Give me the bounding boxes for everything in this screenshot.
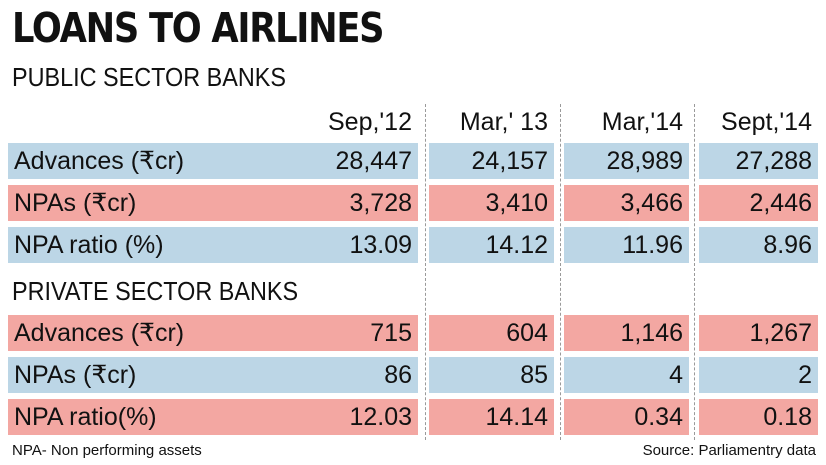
section-title-public: PUBLIC SECTOR BANKS bbox=[12, 62, 286, 92]
footnote: NPA- Non performing assets bbox=[12, 442, 202, 459]
table-row: Advances (₹cr) 28,447 24,157 28,989 27,2… bbox=[8, 143, 818, 179]
table-cell: 3,728 bbox=[300, 185, 418, 221]
table-row: NPAs (₹cr) 86 85 4 2 bbox=[8, 357, 818, 393]
table-cell: 604 bbox=[429, 315, 554, 351]
table-cell: 715 bbox=[300, 315, 418, 351]
table-cell: 3,410 bbox=[429, 185, 554, 221]
column-separator bbox=[425, 104, 426, 440]
row-label: NPA ratio(%) bbox=[8, 399, 304, 435]
column-separator bbox=[694, 104, 695, 440]
table-cell: 4 bbox=[564, 357, 689, 393]
table-cell: 27,288 bbox=[699, 143, 818, 179]
row-label: NPA ratio (%) bbox=[8, 227, 304, 263]
table-cell: 11.96 bbox=[564, 227, 689, 263]
table-cell: 12.03 bbox=[300, 399, 418, 435]
table-cell: 2,446 bbox=[699, 185, 818, 221]
table-cell: 14.14 bbox=[429, 399, 554, 435]
row-label: Advances (₹cr) bbox=[8, 143, 304, 179]
table-cell: 0.34 bbox=[564, 399, 689, 435]
chart-title: LOANS TO AIRLINES bbox=[12, 4, 385, 52]
column-header-row: Sep,'12 Mar,' 13 Mar,'14 Sept,'14 bbox=[8, 104, 818, 140]
table-cell: 28,447 bbox=[300, 143, 418, 179]
table-cell: 2 bbox=[699, 357, 818, 393]
table-cell: 1,146 bbox=[564, 315, 689, 351]
column-separator bbox=[560, 104, 561, 440]
section-title-private: PRIVATE SECTOR BANKS bbox=[12, 276, 299, 306]
source-note: Source: Parliamentry data bbox=[642, 442, 816, 459]
column-header: Sep,'12 bbox=[327, 108, 412, 136]
table-cell: 86 bbox=[300, 357, 418, 393]
table-row: Advances (₹cr) 715 604 1,146 1,267 bbox=[8, 315, 818, 351]
table-row: NPA ratio (%) 13.09 14.12 11.96 8.96 bbox=[8, 227, 818, 263]
column-header: Mar,'14 bbox=[601, 108, 683, 136]
table-row: NPA ratio(%) 12.03 14.14 0.34 0.18 bbox=[8, 399, 818, 435]
table-cell: 1,267 bbox=[699, 315, 818, 351]
row-label: NPAs (₹cr) bbox=[8, 185, 304, 221]
column-header: Sept,'14 bbox=[721, 108, 812, 136]
table-cell: 0.18 bbox=[699, 399, 818, 435]
row-label: NPAs (₹cr) bbox=[8, 357, 304, 393]
table-cell: 14.12 bbox=[429, 227, 554, 263]
table-cell: 24,157 bbox=[429, 143, 554, 179]
column-header: Mar,' 13 bbox=[459, 108, 548, 136]
table-row: NPAs (₹cr) 3,728 3,410 3,466 2,446 bbox=[8, 185, 818, 221]
table-cell: 85 bbox=[429, 357, 554, 393]
table-cell: 8.96 bbox=[699, 227, 818, 263]
table-cell: 13.09 bbox=[300, 227, 418, 263]
table-cell: 28,989 bbox=[564, 143, 689, 179]
row-label: Advances (₹cr) bbox=[8, 315, 304, 351]
table-cell: 3,466 bbox=[564, 185, 689, 221]
